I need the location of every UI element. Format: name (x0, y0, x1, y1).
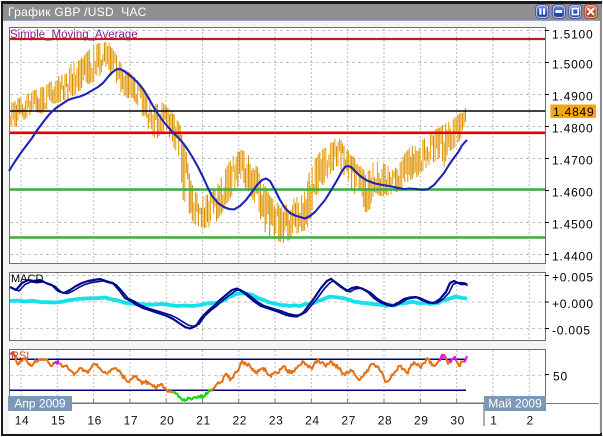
svg-text:22: 22 (233, 414, 248, 428)
svg-text:50: 50 (553, 370, 568, 384)
svg-text:График GBP /USD ЧАС: График GBP /USD ЧАС (8, 5, 147, 19)
svg-text:Апр 2009: Апр 2009 (14, 397, 66, 411)
svg-text:24: 24 (305, 414, 320, 428)
svg-text:20: 20 (160, 414, 175, 428)
svg-text:-0.005: -0.005 (552, 324, 591, 338)
svg-text:23: 23 (269, 414, 284, 428)
svg-text:28: 28 (378, 414, 393, 428)
svg-text:17: 17 (124, 414, 139, 428)
svg-text:1.5100: 1.5100 (552, 28, 594, 42)
svg-text:MACD: MACD (11, 273, 43, 285)
svg-text:+0.005: +0.005 (552, 271, 594, 285)
svg-text:16: 16 (87, 414, 102, 428)
svg-text:27: 27 (341, 414, 356, 428)
svg-text:1.4700: 1.4700 (552, 154, 594, 168)
svg-text:1.4500: 1.4500 (552, 218, 594, 232)
svg-text:Simple_Moving_Average: Simple_Moving_Average (10, 29, 138, 41)
svg-text:1.4849: 1.4849 (553, 105, 595, 119)
svg-text:14: 14 (15, 414, 30, 428)
svg-text:1.4600: 1.4600 (552, 186, 594, 200)
svg-text:1: 1 (490, 414, 497, 428)
svg-text:1.4800: 1.4800 (552, 122, 594, 136)
svg-text:+0.000: +0.000 (552, 297, 594, 311)
svg-text:1.5000: 1.5000 (552, 58, 594, 72)
svg-text:Май 2009: Май 2009 (488, 397, 542, 411)
svg-text:1.4400: 1.4400 (552, 250, 594, 264)
svg-text:15: 15 (51, 414, 66, 428)
svg-text:30: 30 (450, 414, 465, 428)
svg-text:1.4900: 1.4900 (552, 90, 594, 104)
svg-text:2: 2 (527, 414, 534, 428)
svg-text:29: 29 (414, 414, 429, 428)
svg-text:21: 21 (196, 414, 211, 428)
svg-text:RSI: RSI (11, 350, 29, 362)
